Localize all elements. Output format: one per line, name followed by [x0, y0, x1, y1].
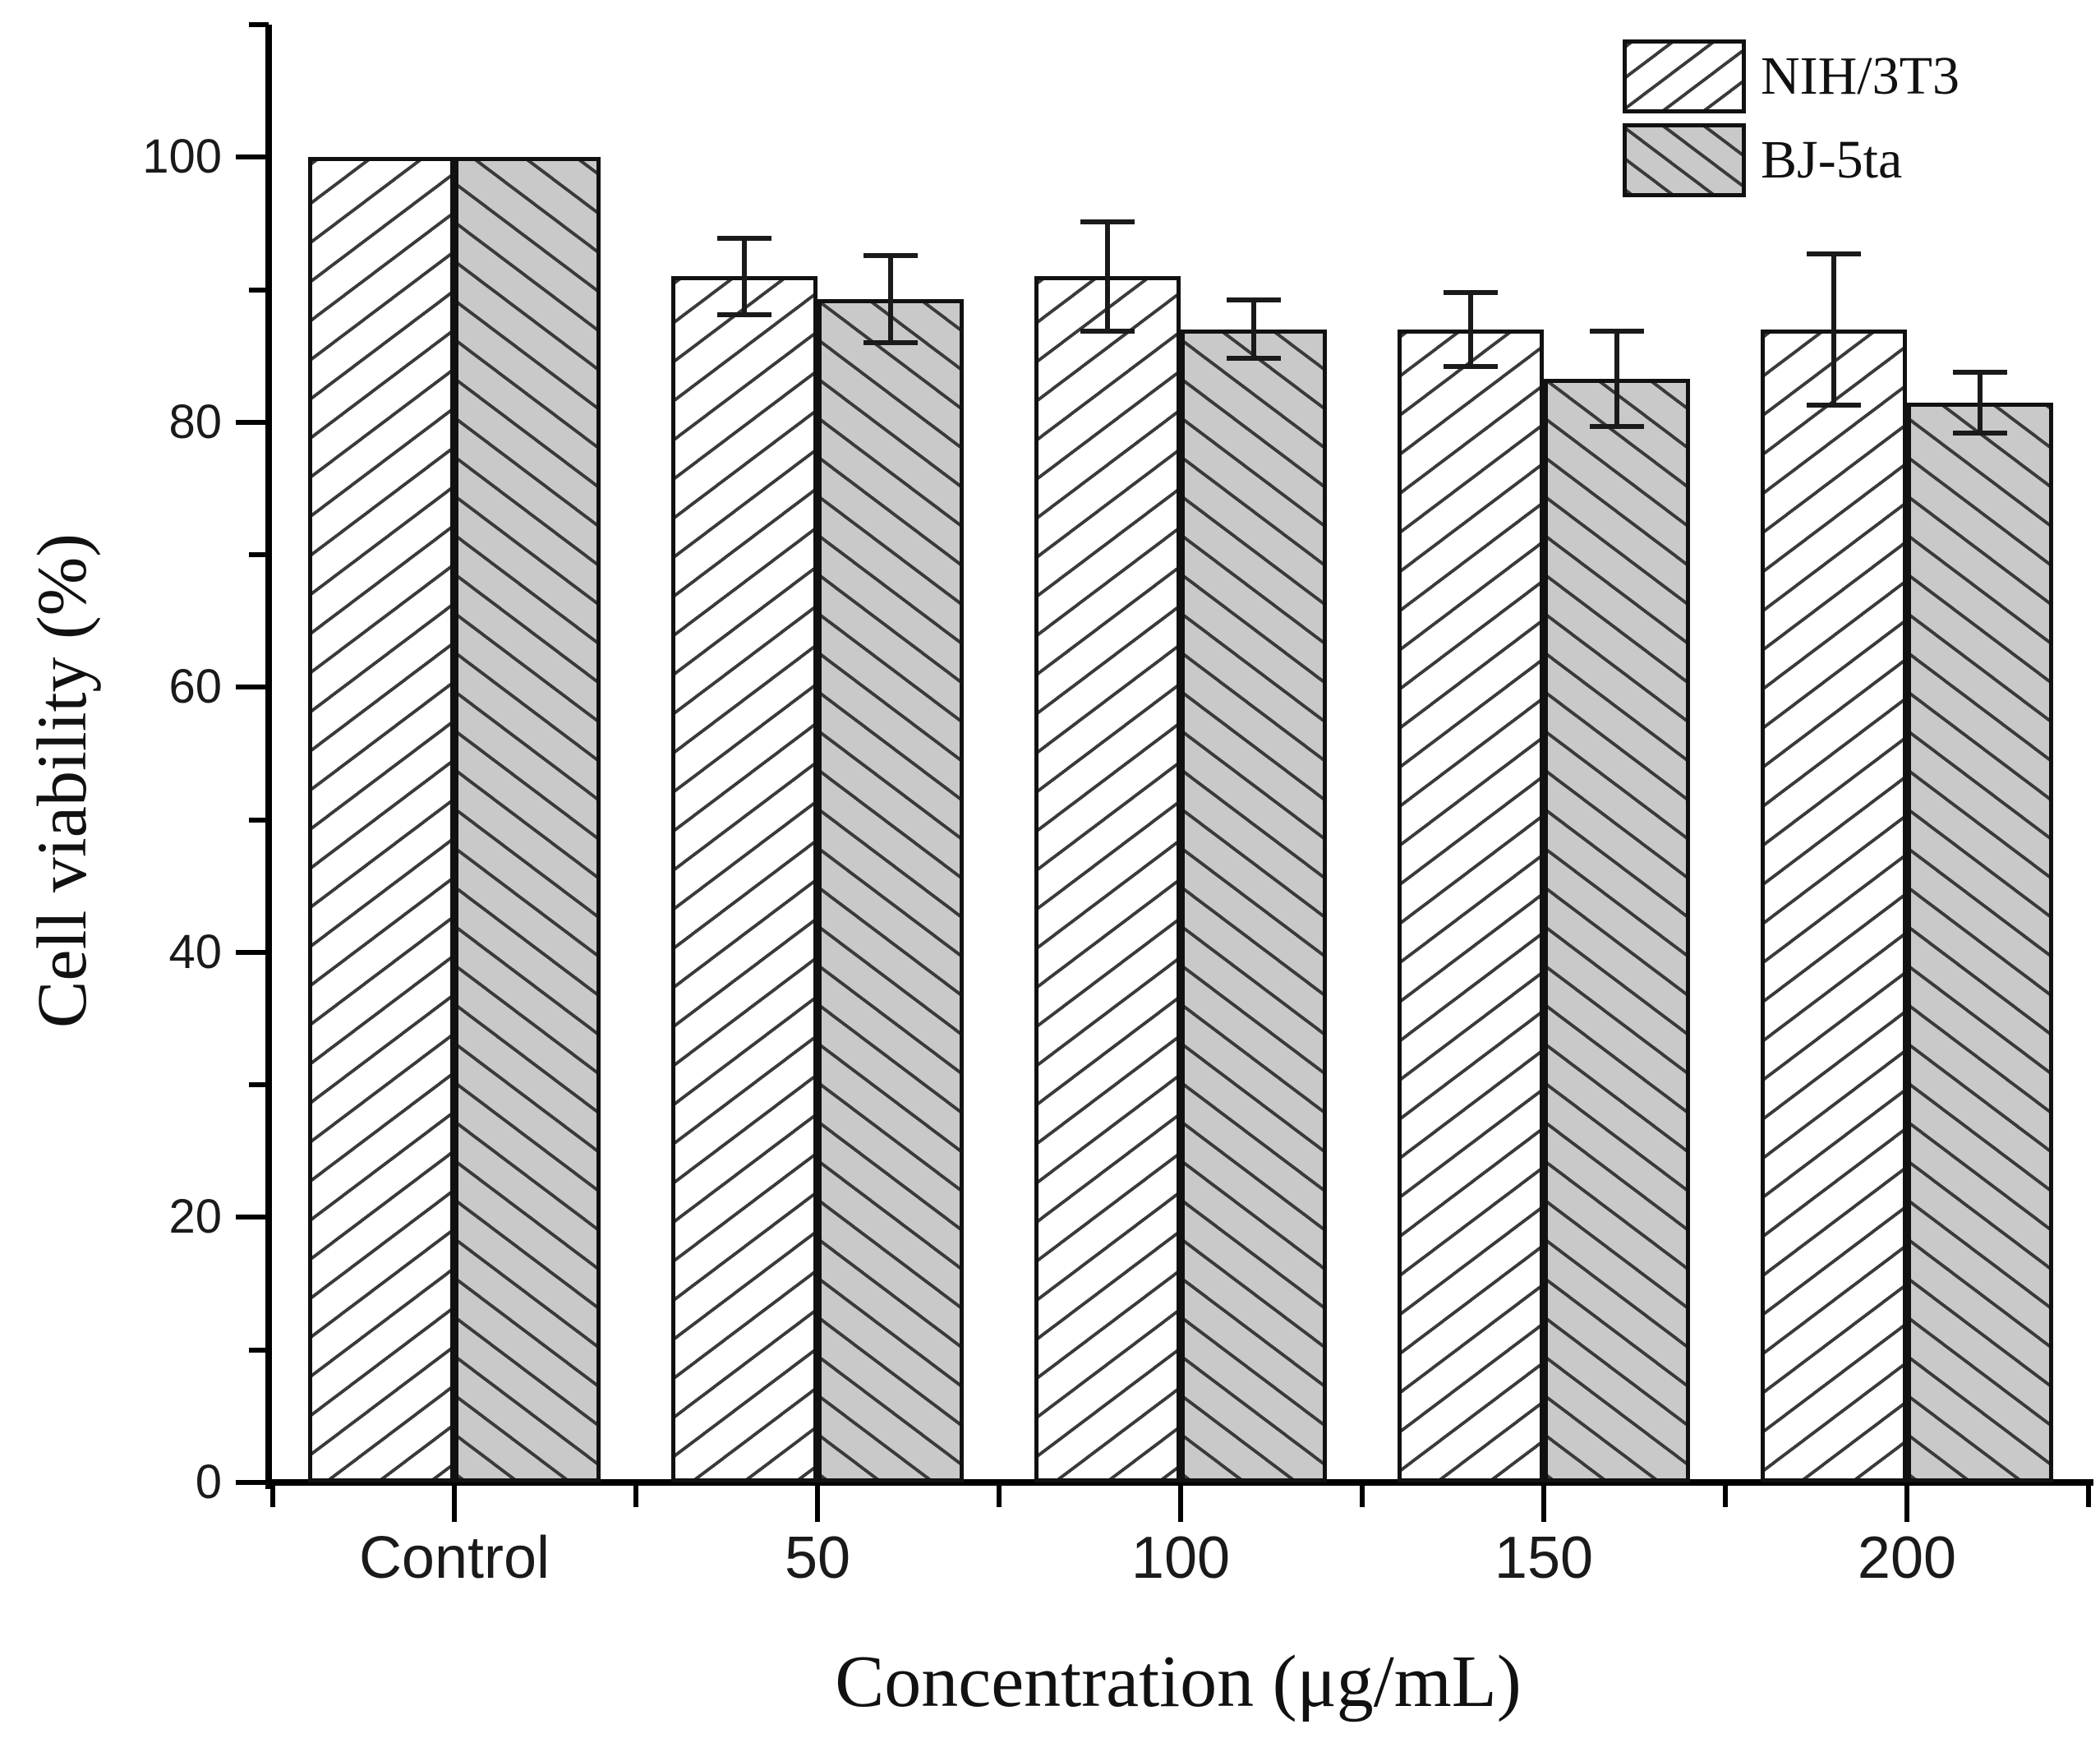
legend-swatch-bj5ta-hatch-icon — [1623, 123, 1746, 197]
x-tick-label: 150 — [1494, 1525, 1594, 1591]
y-tick-major — [236, 154, 269, 160]
x-tick-label: 100 — [1131, 1525, 1231, 1591]
error-bar-cap-bottom — [1807, 402, 1861, 408]
error-bar-line — [888, 255, 893, 343]
error-bar-line — [742, 237, 747, 316]
y-tick-minor — [249, 1082, 269, 1088]
y-tick-minor — [249, 22, 269, 27]
error-bar-cap-top — [1227, 297, 1281, 303]
error-bar-line — [1831, 254, 1836, 405]
x-tick-minor — [1360, 1486, 1365, 1507]
legend-label-bj5ta: BJ-5ta — [1761, 130, 1903, 190]
y-axis-line — [265, 25, 272, 1489]
x-tick-major — [1904, 1486, 1909, 1522]
bar-bj5ta — [1907, 402, 2053, 1482]
x-tick-major — [1541, 1486, 1546, 1522]
error-bar-line — [1105, 222, 1110, 331]
legend: NIH/3T3 BJ-5ta — [1623, 39, 1960, 207]
error-bar-cap-bottom — [1080, 328, 1135, 334]
y-tick-major — [236, 1480, 269, 1485]
legend-item-bj5ta: BJ-5ta — [1623, 123, 1960, 197]
error-bar-line — [1978, 371, 1983, 433]
x-tick-label: Control — [358, 1525, 550, 1591]
y-tick-label: 80 — [168, 394, 222, 449]
x-tick-label: 200 — [1857, 1525, 1957, 1591]
error-bar-cap-bottom — [863, 340, 918, 346]
error-bar-cap-top — [1807, 251, 1861, 256]
error-bar-cap-bottom — [1227, 356, 1281, 362]
x-tick-minor — [270, 1486, 275, 1507]
error-bar-cap-bottom — [1953, 430, 2007, 436]
bar-bj5ta — [454, 157, 601, 1482]
bar-bj5ta — [1544, 378, 1690, 1482]
error-bar-line — [1468, 292, 1473, 367]
x-axis-title: Concentration (μg/mL) — [835, 1641, 1522, 1722]
y-tick-major — [236, 1215, 269, 1220]
legend-label-nih3t3: NIH/3T3 — [1761, 46, 1960, 106]
y-tick-label: 100 — [142, 130, 222, 184]
legend-swatch-nih3t3-hatch-icon — [1623, 39, 1746, 113]
bar-nih3t3 — [1398, 329, 1544, 1482]
x-axis-line — [265, 1479, 2093, 1486]
y-tick-minor — [249, 552, 269, 558]
x-tick-label: 50 — [784, 1525, 851, 1591]
y-tick-label: 60 — [168, 660, 222, 714]
x-tick-minor — [2086, 1486, 2091, 1507]
error-bar-cap-bottom — [1444, 364, 1498, 370]
bar-nih3t3 — [1761, 329, 1907, 1482]
y-tick-major — [236, 685, 269, 690]
y-tick-major — [236, 949, 269, 955]
error-bar-cap-bottom — [1590, 423, 1644, 429]
x-tick-major — [1178, 1486, 1183, 1522]
x-tick-major — [815, 1486, 820, 1522]
error-bar-line — [1251, 300, 1256, 359]
error-bar-cap-top — [1080, 219, 1135, 225]
y-axis-title: Cell viability (%) — [22, 533, 101, 1028]
error-bar-cap-top — [1444, 289, 1498, 295]
error-bar-cap-top — [717, 235, 771, 241]
y-tick-label: 0 — [195, 1455, 222, 1509]
y-tick-minor — [249, 817, 269, 823]
error-bar-cap-top — [1953, 369, 2007, 375]
error-bar-line — [1614, 330, 1619, 426]
y-tick-minor — [249, 1347, 269, 1353]
y-tick-minor — [249, 287, 269, 293]
y-tick-major — [236, 419, 269, 425]
x-tick-minor — [997, 1486, 1002, 1507]
x-tick-major — [452, 1486, 457, 1522]
bar-bj5ta — [1181, 329, 1327, 1482]
error-bar-cap-top — [863, 252, 918, 258]
error-bar-cap-top — [1590, 328, 1644, 334]
bar-bj5ta — [817, 298, 964, 1482]
bar-nih3t3 — [671, 276, 817, 1482]
error-bar-cap-bottom — [717, 312, 771, 318]
x-tick-minor — [1723, 1486, 1728, 1507]
x-tick-minor — [633, 1486, 638, 1507]
y-tick-label: 20 — [168, 1190, 222, 1244]
bar-nih3t3 — [1034, 276, 1181, 1482]
legend-item-nih3t3: NIH/3T3 — [1623, 39, 1960, 113]
bar-nih3t3 — [308, 157, 454, 1482]
y-tick-label: 40 — [168, 924, 222, 979]
